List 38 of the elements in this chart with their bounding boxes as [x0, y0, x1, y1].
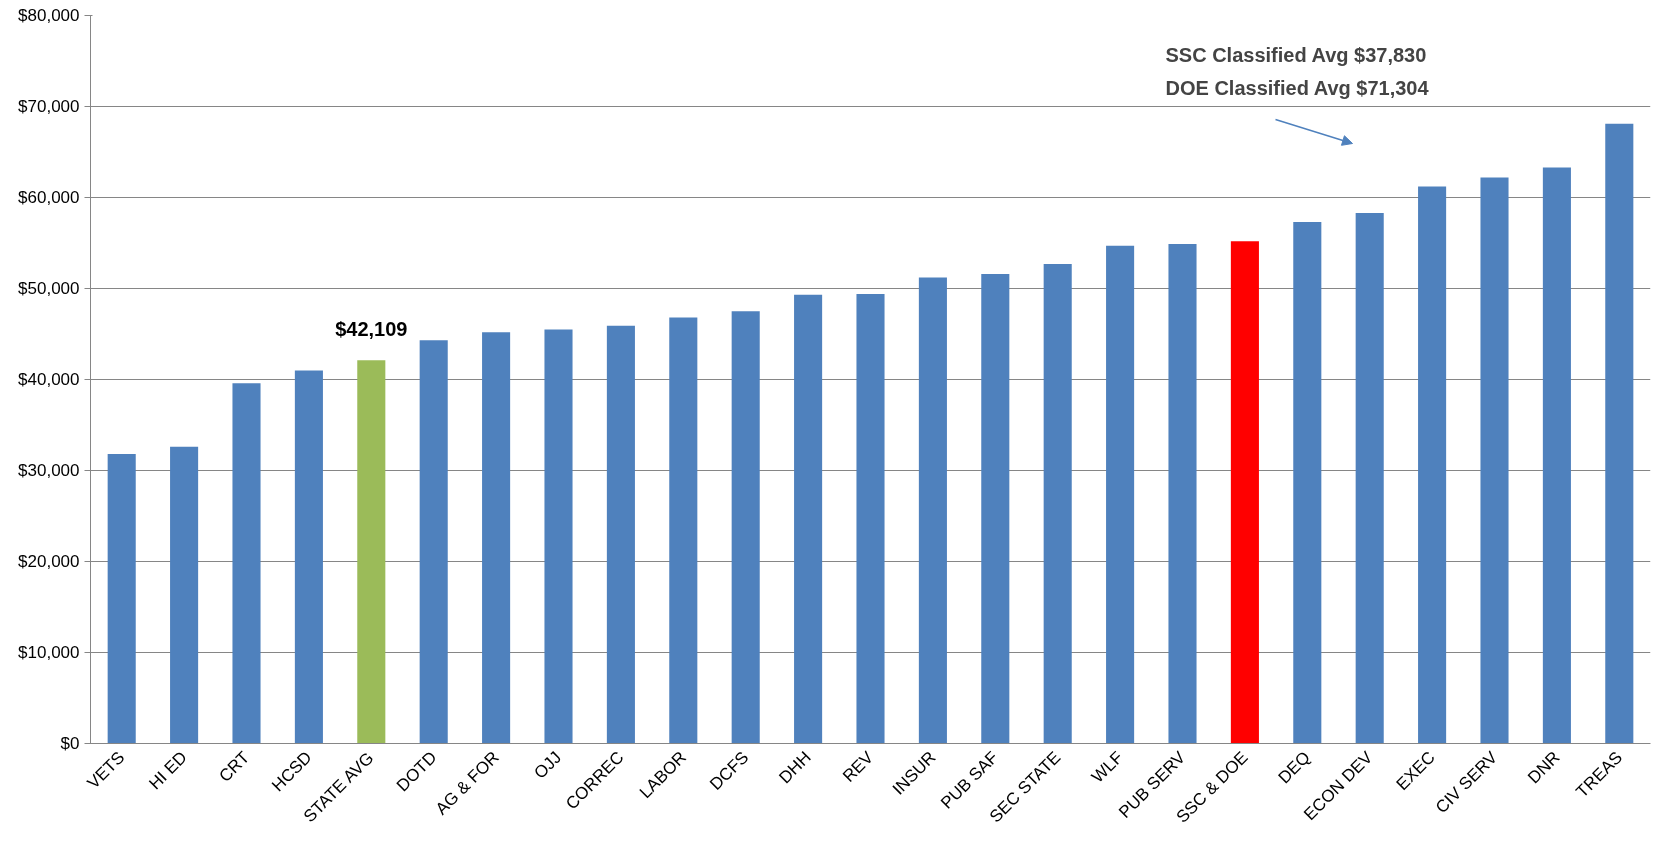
- bar: [731, 311, 760, 744]
- y-tick-label: $60,000: [18, 188, 80, 207]
- bar: [232, 383, 261, 744]
- bar: [856, 293, 885, 744]
- x-tick-label: OJJ: [530, 747, 566, 783]
- bar: [294, 370, 323, 744]
- x-tick-label: HI ED: [145, 747, 191, 794]
- bar: [1480, 177, 1509, 744]
- bar: [482, 332, 511, 744]
- bar: [669, 317, 698, 744]
- y-tick-label: $20,000: [18, 552, 80, 571]
- bar: [1106, 245, 1135, 744]
- y-tick-label: $10,000: [18, 643, 80, 662]
- bar: [1418, 186, 1447, 744]
- bar: [1230, 241, 1259, 744]
- data-label: $42,109: [335, 318, 408, 341]
- y-tick-label: $40,000: [18, 370, 80, 389]
- bar: [981, 273, 1010, 744]
- bar: [544, 329, 573, 744]
- bar: [357, 360, 386, 744]
- bar: [1293, 222, 1322, 744]
- bar: [419, 340, 448, 744]
- annotation: SSC Classified Avg $37,830 DOE Classified Avg $71,304: [1165, 43, 1430, 99]
- bar: [1043, 263, 1072, 744]
- y-tick-label: $0: [60, 734, 80, 753]
- y-tick-label: $80,000: [18, 6, 80, 25]
- y-tick-label: $50,000: [18, 279, 80, 298]
- y-tick-label: $30,000: [18, 461, 80, 480]
- bar: [170, 446, 199, 744]
- bar: [107, 454, 136, 744]
- bar: [1542, 167, 1571, 744]
- bar: [1605, 123, 1634, 744]
- bar: [918, 277, 947, 744]
- bar: [1355, 212, 1384, 744]
- bar: [606, 325, 635, 744]
- bar: [794, 294, 823, 744]
- bar: [1168, 243, 1197, 744]
- y-tick-label: $70,000: [18, 97, 80, 116]
